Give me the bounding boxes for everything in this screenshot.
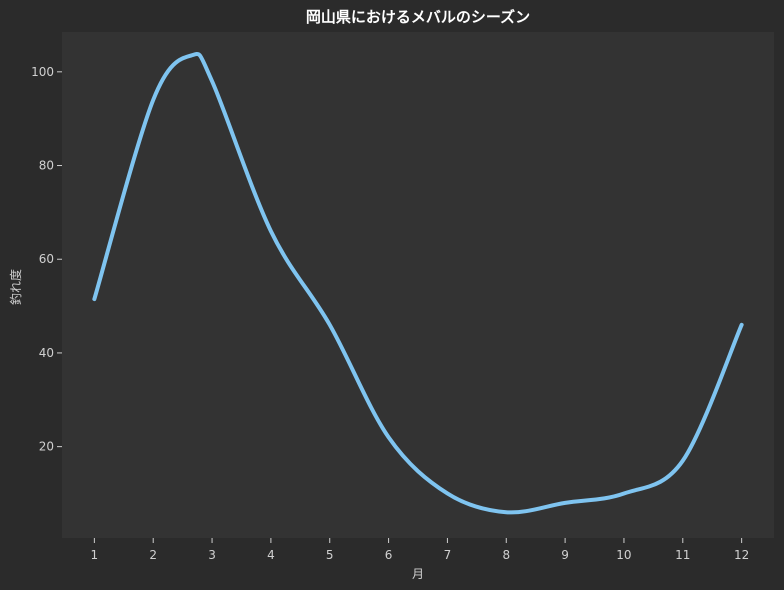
x-tick-label: 9 <box>561 548 569 562</box>
x-tick-label: 10 <box>616 548 631 562</box>
y-tick-label: 100 <box>31 65 54 79</box>
y-axis-label: 釣れ度 <box>8 269 23 305</box>
y-tick-label: 60 <box>39 252 54 266</box>
x-tick-label: 12 <box>734 548 749 562</box>
series-layer <box>92 52 744 515</box>
x-tick-label: 7 <box>444 548 452 562</box>
chart-title: 岡山県におけるメバルのシーズン <box>306 8 530 26</box>
x-tick-label: 6 <box>385 548 393 562</box>
x-axis: 1 2 3 4 5 6 7 8 9 10 11 12 <box>91 538 749 562</box>
series-line <box>92 52 744 515</box>
x-tick-label: 3 <box>208 548 216 562</box>
plot-area <box>62 32 774 538</box>
x-tick-label: 4 <box>267 548 275 562</box>
x-tick-label: 11 <box>675 548 690 562</box>
y-tick-label: 20 <box>39 440 54 454</box>
x-tick-label: 8 <box>502 548 510 562</box>
y-tick-label: 40 <box>39 346 54 360</box>
x-tick-label: 5 <box>326 548 334 562</box>
x-axis-label: 月 <box>412 567 424 581</box>
x-tick-label: 1 <box>91 548 99 562</box>
y-tick-label: 80 <box>39 159 54 173</box>
y-axis: 20 40 60 80 100 <box>31 65 62 454</box>
x-tick-label: 2 <box>149 548 157 562</box>
